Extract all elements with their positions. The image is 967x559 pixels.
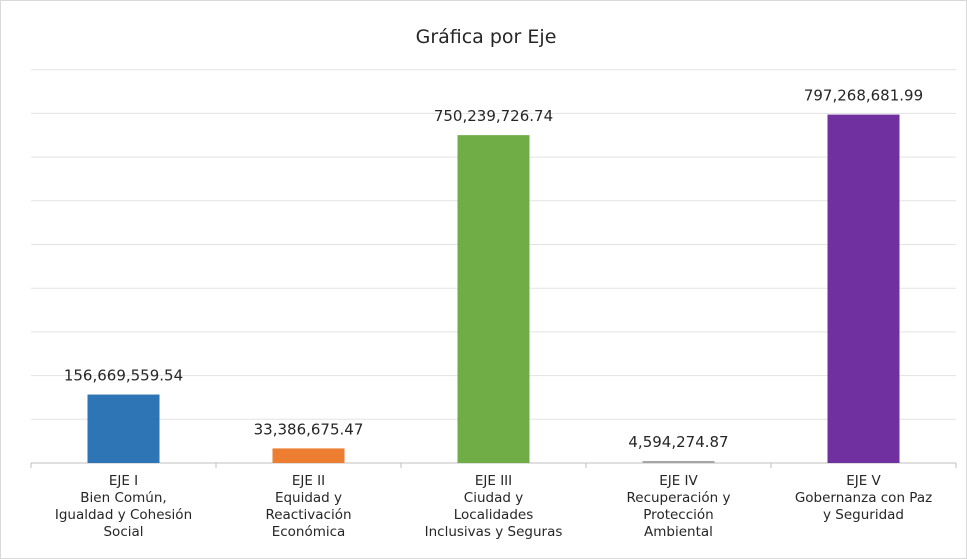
bar [457, 135, 530, 463]
bar [272, 448, 345, 463]
category-labels-layer: EJE I Bien Común, Igualdad y Cohesión Socia… [55, 473, 932, 540]
data-label: 33,386,675.47 [254, 420, 364, 438]
x-tick-label: EJE III Ciudad y Localidades Inclusivas y S… [425, 473, 563, 540]
data-label: 797,268,681.99 [804, 87, 923, 105]
data-label: 4,594,274.87 [628, 433, 728, 451]
bar [827, 114, 900, 464]
bars-layer [87, 114, 900, 464]
x-tick-label: EJE IV Recuperación y Protección Ambiental [626, 473, 730, 540]
data-label: 156,669,559.54 [64, 367, 183, 385]
x-tick-label: EJE II Equidad y Reactivación Económica [265, 473, 351, 540]
x-tick-label: EJE I Bien Común, Igualdad y Cohesión Socia… [55, 473, 192, 540]
data-labels-layer: 156,669,559.54 33,386,675.47 750,239,726.7… [64, 87, 923, 451]
data-label: 750,239,726.74 [434, 107, 553, 125]
bar [87, 394, 160, 463]
bar [642, 460, 715, 463]
x-tick-label: EJE V Gobernanza con Paz y Seguridad [795, 473, 932, 523]
chart-title: Gráfica por Eje [416, 26, 557, 48]
